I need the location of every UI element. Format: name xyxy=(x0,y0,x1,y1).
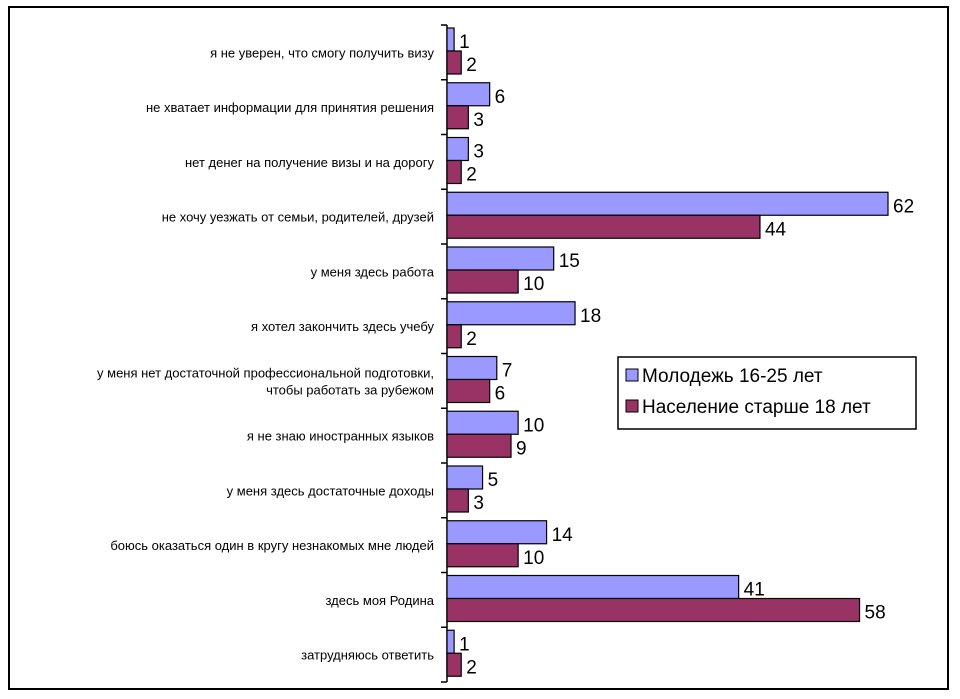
bar-adults xyxy=(446,214,761,239)
bar-adults xyxy=(446,597,861,623)
data-label: 14 xyxy=(552,525,574,546)
data-label: 1 xyxy=(459,32,470,53)
data-label: 18 xyxy=(580,306,601,327)
bar-youth xyxy=(446,301,576,326)
bar-adults xyxy=(446,105,469,130)
data-label: 5 xyxy=(488,470,499,491)
bar-adults xyxy=(446,488,469,513)
category-label: у меня здесь достаточные доходы xyxy=(227,483,434,498)
data-label: 15 xyxy=(559,251,580,272)
bar-adults xyxy=(446,378,491,404)
data-label: 10 xyxy=(523,274,544,295)
bar-youth xyxy=(446,136,469,162)
data-label: 58 xyxy=(865,603,886,624)
category-label: не хватает информации для принятия решен… xyxy=(146,100,434,115)
data-label: 10 xyxy=(523,548,544,569)
data-label: 9 xyxy=(516,438,527,459)
bar-adults xyxy=(446,159,462,185)
bar-adults xyxy=(446,324,462,349)
category-label: боюсь оказаться один в кругу незнакомых … xyxy=(110,538,434,553)
data-label: 6 xyxy=(495,384,506,405)
bar-youth xyxy=(446,27,455,52)
legend-label: Население старше 18 лет xyxy=(642,397,871,418)
bar-adults xyxy=(446,269,519,294)
bar-youth xyxy=(446,82,491,107)
legend-swatch xyxy=(625,368,639,382)
bar-youth xyxy=(446,574,740,600)
category-label: чтобы работать за рубежом xyxy=(266,382,434,397)
bar-adults xyxy=(446,652,462,677)
category-label: не хочу уезжать от семьи, родителей, дру… xyxy=(162,210,434,225)
data-label: 44 xyxy=(765,219,787,240)
data-label: 2 xyxy=(466,55,477,76)
data-label: 2 xyxy=(466,657,477,678)
legend-box xyxy=(617,356,917,430)
category-label: я хотел закончить здесь учебу xyxy=(251,319,434,334)
data-label: 3 xyxy=(473,142,484,163)
category-label: затрудняюсь ответить xyxy=(301,648,434,663)
data-label: 3 xyxy=(473,110,484,131)
bar-adults xyxy=(446,543,519,568)
category-label: у меня здесь работа xyxy=(311,264,435,279)
bar-youth xyxy=(446,629,455,654)
legend-swatch xyxy=(625,399,639,413)
data-label: 1 xyxy=(459,634,470,655)
bar-adults xyxy=(446,50,462,75)
category-label: здесь моя Родина xyxy=(326,593,435,608)
bar-youth xyxy=(446,355,498,381)
data-label: 6 xyxy=(495,87,506,108)
bar-youth xyxy=(446,465,484,490)
bar-youth xyxy=(446,191,889,216)
category-label: я не уверен, что смогу получить визу xyxy=(210,45,434,60)
data-label: 7 xyxy=(502,361,513,382)
bar-youth xyxy=(446,410,519,435)
bar-adults xyxy=(446,433,512,458)
data-label: 62 xyxy=(893,196,914,217)
category-label: нет денег на получение визы и на дорогу xyxy=(185,155,434,170)
data-label: 2 xyxy=(466,165,477,186)
data-label: 41 xyxy=(744,580,765,601)
category-label: я не знаю иностранных языков xyxy=(247,429,434,444)
bar-youth xyxy=(446,520,548,545)
category-label: у меня нет достаточной профессиональной … xyxy=(97,365,434,380)
data-label: 10 xyxy=(523,415,544,436)
legend-label: Молодежь 16-25 лет xyxy=(642,366,823,387)
data-label: 2 xyxy=(466,329,477,350)
bar-youth xyxy=(446,246,555,271)
data-label: 3 xyxy=(473,493,484,514)
